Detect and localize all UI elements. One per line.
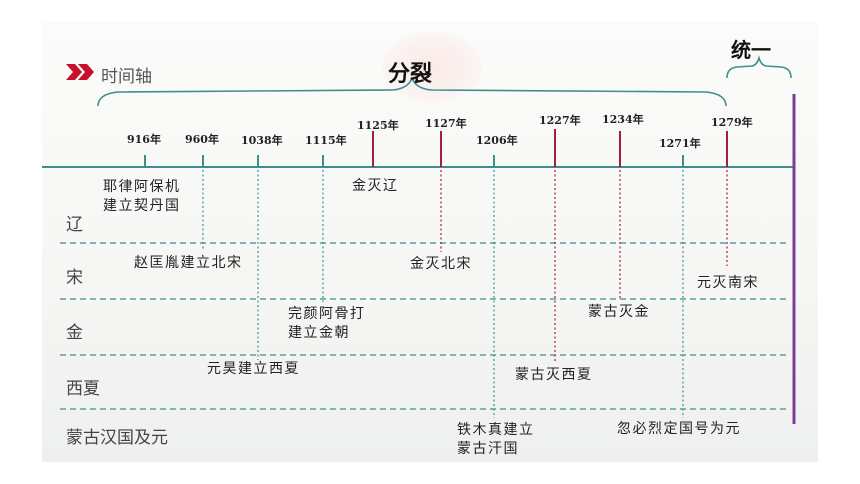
row-label-jin: 金 xyxy=(66,323,83,343)
row-label-song: 宋 xyxy=(66,268,83,288)
year-label: 1279年 xyxy=(711,116,753,129)
event-label: 金灭辽 xyxy=(352,178,399,194)
event-label: 完颜阿骨打 建立金朝 xyxy=(288,306,366,341)
timeline-panel xyxy=(42,22,818,462)
year-label: 916年 xyxy=(127,133,161,146)
row-label-xixia: 西夏 xyxy=(66,379,100,399)
year-label: 1127年 xyxy=(425,117,467,130)
row-label-liao: 辽 xyxy=(66,215,83,235)
split-label: 分裂 xyxy=(388,62,433,87)
event-label: 铁木真建立 蒙古汗国 xyxy=(457,422,535,457)
split-brace xyxy=(97,75,727,107)
double-arrow-icon xyxy=(66,64,94,80)
unify-brace xyxy=(726,55,792,79)
event-label: 耶律阿保机 建立契丹国 xyxy=(103,179,181,214)
year-label: 1227年 xyxy=(539,114,581,127)
year-label: 1125年 xyxy=(357,119,399,132)
event-label: 蒙古灭金 xyxy=(588,304,650,320)
year-label: 1038年 xyxy=(241,134,283,147)
year-label: 1234年 xyxy=(602,113,644,126)
event-label: 忽必烈定国号为元 xyxy=(617,421,741,437)
unify-label: 统一 xyxy=(731,38,771,62)
event-label: 金灭北宋 xyxy=(410,256,472,272)
event-label: 元灭南宋 xyxy=(697,275,759,291)
timeline-label: 时间轴 xyxy=(101,67,152,87)
year-label: 1115年 xyxy=(305,134,347,147)
row-label-mongol-yuan: 蒙古汉国及元 xyxy=(66,428,168,448)
year-label: 1206年 xyxy=(476,134,518,147)
event-label: 赵匡胤建立北宋 xyxy=(134,255,243,271)
year-label: 960年 xyxy=(185,133,219,146)
event-label: 元昊建立西夏 xyxy=(207,361,300,377)
year-label: 1271年 xyxy=(659,137,701,150)
event-label: 蒙古灭西夏 xyxy=(515,367,593,383)
